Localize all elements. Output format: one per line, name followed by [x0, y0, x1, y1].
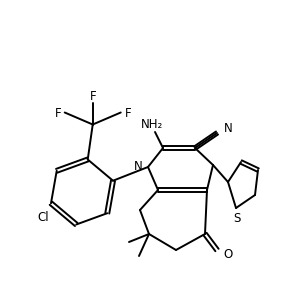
- Text: F: F: [55, 107, 61, 120]
- Text: S: S: [233, 212, 241, 225]
- Text: F: F: [125, 107, 131, 120]
- Text: F: F: [90, 90, 96, 103]
- Text: O: O: [223, 248, 232, 261]
- Text: N: N: [134, 160, 143, 172]
- Text: Cl: Cl: [37, 211, 49, 224]
- Text: N: N: [224, 121, 233, 135]
- Text: NH₂: NH₂: [141, 117, 163, 131]
